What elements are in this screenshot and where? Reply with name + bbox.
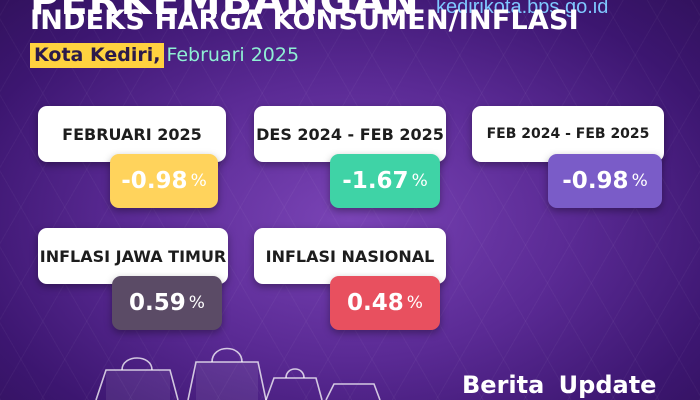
card-label: INFLASI JAWA TIMUR	[39, 246, 227, 266]
period-label: Februari 2025	[166, 44, 300, 66]
value-text: 0.59	[129, 290, 186, 316]
card-label: FEB 2024 - FEB 2025	[486, 126, 650, 142]
unit-text: %	[190, 171, 207, 191]
footer-text: Berita Update	[462, 371, 657, 399]
unit-text: %	[188, 293, 205, 313]
card-nasional: INFLASI NASIONAL	[254, 228, 446, 284]
card-label: DES 2024 - FEB 2025	[256, 124, 444, 144]
card-monthly: FEBRUARI 2025	[38, 106, 226, 162]
card-jatim: INFLASI JAWA TIMUR	[38, 228, 228, 284]
value-text: -1.67	[342, 168, 409, 194]
unit-text: %	[406, 293, 423, 313]
pill-yoy-value: -0.98 %	[548, 154, 662, 208]
pill-monthly-value: -0.98 %	[110, 154, 218, 208]
pill-ytd-value: -1.67 %	[330, 154, 440, 208]
card-ytd: DES 2024 - FEB 2025	[254, 106, 446, 162]
unit-text: %	[631, 171, 648, 191]
pill-nasional-value: 0.48 %	[330, 276, 440, 330]
pill-jatim-value: 0.59 %	[112, 276, 222, 330]
value-text: -0.98	[562, 168, 629, 194]
region-line: Kota Kediri, Februari 2025	[30, 42, 299, 68]
unit-text: %	[411, 171, 428, 191]
page-title: INDEKS HARGA KONSUMEN/INFLASI	[30, 5, 579, 36]
value-text: -0.98	[121, 168, 188, 194]
value-text: 0.48	[347, 290, 404, 316]
title-top: PERKEMBANGAN	[30, 0, 420, 24]
website-link[interactable]: kedirikota.bps.go.id	[436, 0, 609, 18]
card-label: FEBRUARI 2025	[62, 124, 202, 144]
city-label: Kota Kediri,	[30, 42, 165, 68]
card-yoy: FEB 2024 - FEB 2025	[472, 106, 664, 162]
shopping-bags-illustration-icon	[95, 347, 381, 400]
card-label: INFLASI NASIONAL	[265, 246, 435, 266]
